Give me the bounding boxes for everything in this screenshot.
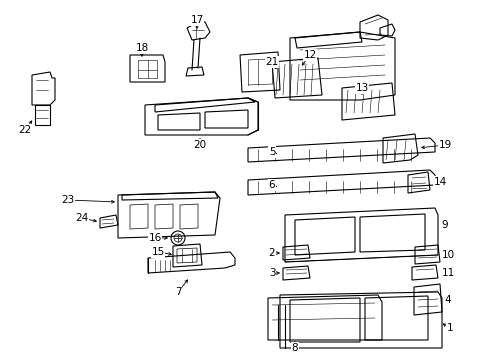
- Text: 22: 22: [19, 125, 32, 135]
- Text: 6: 6: [268, 180, 275, 190]
- Text: 11: 11: [441, 268, 454, 278]
- Text: 19: 19: [437, 140, 451, 150]
- Text: 14: 14: [432, 177, 446, 187]
- Text: 12: 12: [303, 50, 316, 60]
- Text: 17: 17: [190, 15, 203, 25]
- Text: 15: 15: [151, 247, 164, 257]
- Text: 4: 4: [444, 295, 450, 305]
- Text: 24: 24: [75, 213, 88, 223]
- Text: 1: 1: [446, 323, 452, 333]
- Text: 2: 2: [268, 248, 275, 258]
- Text: 5: 5: [268, 147, 275, 157]
- Text: 21: 21: [265, 57, 278, 67]
- Text: 8: 8: [291, 343, 298, 353]
- Text: 10: 10: [441, 250, 454, 260]
- Text: 3: 3: [268, 268, 275, 278]
- Text: 16: 16: [148, 233, 162, 243]
- Text: 18: 18: [135, 43, 148, 53]
- Text: 13: 13: [355, 83, 368, 93]
- Text: 9: 9: [441, 220, 447, 230]
- Text: 23: 23: [61, 195, 75, 205]
- Text: 7: 7: [174, 287, 181, 297]
- Text: 20: 20: [193, 140, 206, 150]
